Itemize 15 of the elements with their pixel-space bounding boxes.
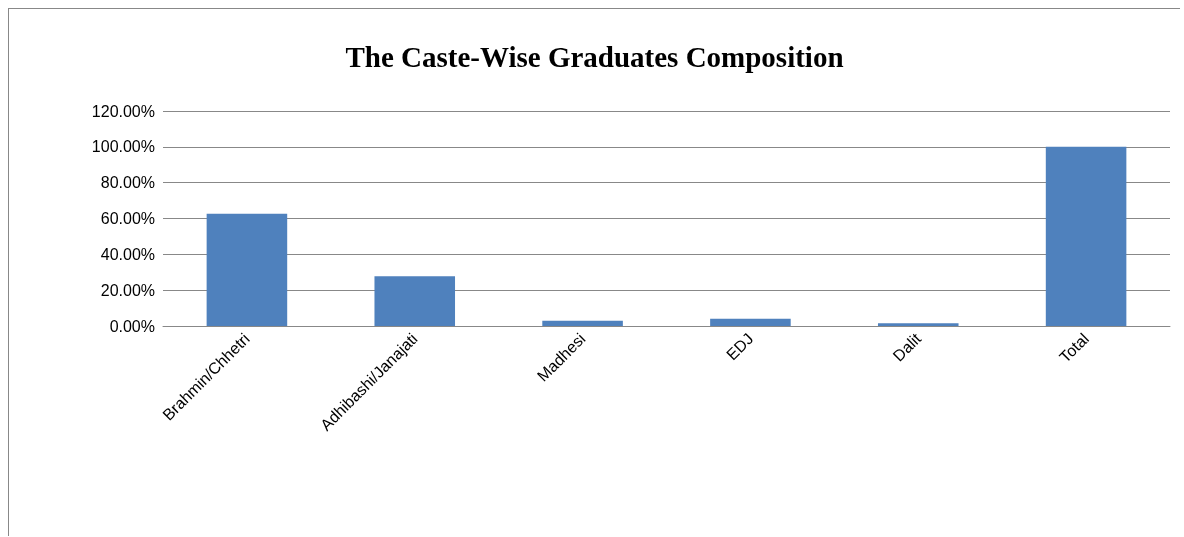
bar	[374, 276, 456, 326]
x-tick-label: EDJ	[723, 329, 757, 364]
bar	[877, 323, 959, 326]
y-tick-label: 80.00%	[100, 174, 155, 192]
y-tick-label: 20.00%	[100, 281, 155, 299]
bar	[710, 318, 791, 326]
y-tick-label: 120.00%	[91, 102, 155, 120]
chart-title: The Caste-Wise Graduates Composition	[345, 40, 844, 73]
y-tick-label: 60.00%	[100, 210, 155, 227]
y-tick-label: 40.00%	[100, 245, 155, 263]
bar	[542, 320, 623, 326]
y-tick-label: 100.00%	[91, 138, 155, 156]
y-tick-label: 0.00%	[109, 317, 155, 335]
bar	[206, 213, 288, 326]
bar	[1045, 146, 1127, 326]
